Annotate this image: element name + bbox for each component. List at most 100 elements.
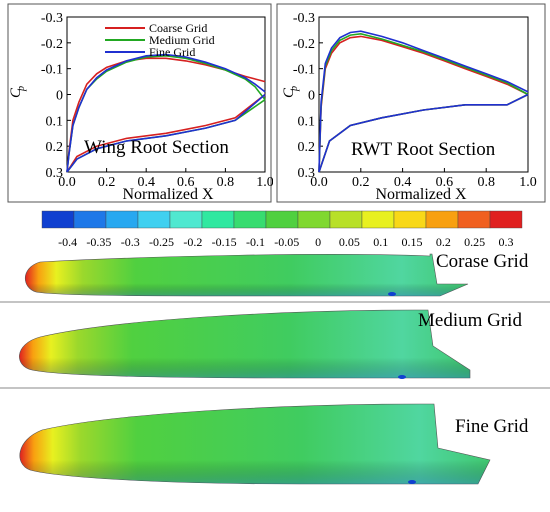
chart-series-group <box>318 30 529 173</box>
colorbar-tick-label: -0.35 <box>86 235 111 249</box>
colorbar-cell <box>73 210 107 229</box>
colorbar-tick-label: -0.05 <box>274 235 299 249</box>
series-line-medium-grid-upper <box>318 32 529 173</box>
wing-junction-spot <box>388 292 396 296</box>
colorbar-tick-labels: -0.4 -0.35 -0.3 -0.25 -0.2 -0.15 -0.1 -0.05 0 0.0… <box>58 235 513 249</box>
x-axis-label: Normalized X <box>122 186 214 203</box>
y-tick-label: -0.2 <box>293 37 315 52</box>
chart-tick-labels: 0.0 0.2 0.4 0.6 0.8 1.0 -0.3 -0.2 -0.1 0 0.1 0.2 0.3 <box>41 11 273 190</box>
x-tick-label: 0.0 <box>310 175 328 190</box>
series-line-fine-grid-lower <box>66 93 266 173</box>
chart-annotation: Wing Root Section <box>84 137 229 158</box>
colorbar-tick-label: -0.1 <box>246 235 265 249</box>
colorbar-cell <box>233 210 267 229</box>
chart-series-group <box>66 53 266 173</box>
colorbar-tick-label: -0.15 <box>212 235 237 249</box>
y-tick-label: -0.3 <box>293 11 315 26</box>
x-tick-label: 0.2 <box>98 175 116 190</box>
colorbar-tick-label: 0.3 <box>499 235 514 249</box>
chart-wing-root-section: 0.0 0.2 0.4 0.6 0.8 1.0 -0.3 -0.2 -0.1 0 0.1 0.2 0.3… <box>7 3 273 203</box>
legend-label: Fine Grid <box>149 45 195 59</box>
legend-label: Medium Grid <box>149 33 215 47</box>
colorbar-tick-label: 0.1 <box>373 235 388 249</box>
series-line-fine-grid-upper <box>318 30 529 173</box>
y-axis-label-sub: p <box>289 86 300 92</box>
wing-panel-fine: Fine Grid <box>19 403 529 485</box>
wing-panel-medium: Medium Grid <box>19 309 522 379</box>
y-tick-label: 0 <box>56 89 63 104</box>
x-tick-label: 0.8 <box>477 175 495 190</box>
colorbar-cell <box>361 210 395 229</box>
y-axis-label: C p <box>281 86 300 98</box>
wing-contour-panels: Corase Grid Medium Grid Fine Grid <box>0 252 550 485</box>
chart-frame <box>276 3 546 203</box>
y-tick-label: 0 <box>308 89 315 104</box>
y-tick-label: 0.1 <box>46 114 64 129</box>
colorbar-cell <box>201 210 235 229</box>
colorbar-cell <box>329 210 363 229</box>
colorbar-tick-label: 0.2 <box>436 235 451 249</box>
x-tick-label: 0.4 <box>137 175 155 190</box>
series-line-coarse-grid-lower <box>318 93 529 173</box>
x-tick-label: 0.6 <box>177 175 195 190</box>
colorbar-tick-label: 0 <box>315 235 321 249</box>
series-line-fine-grid-upper <box>66 53 266 173</box>
colorbar-cells <box>41 210 523 229</box>
colorbar-cell <box>457 210 491 229</box>
wing-shading <box>25 254 468 296</box>
x-tick-label: 1.0 <box>256 175 273 190</box>
chart-rwt-root-section: 0.0 0.2 0.4 0.6 0.8 1.0 -0.3 -0.2 -0.1 0 0.1 0.2 0.3… <box>276 3 546 203</box>
x-tick-label: 0.8 <box>217 175 235 190</box>
x-tick-label: 0.2 <box>352 175 370 190</box>
colorbar-cell <box>425 210 459 229</box>
colorbar-cell <box>297 210 331 229</box>
colorbar-cell <box>105 210 139 229</box>
colorbar-cell <box>169 210 203 229</box>
y-tick-label: -0.1 <box>293 63 315 78</box>
wing-panel-label: Fine Grid <box>455 416 529 437</box>
chart-frame <box>7 3 272 203</box>
colorbar-tick-label: -0.2 <box>183 235 202 249</box>
legend-label: Coarse Grid <box>149 21 207 35</box>
colorbar-tick-label: -0.4 <box>58 235 77 249</box>
x-tick-label: 1.0 <box>519 175 537 190</box>
colorbar-cell <box>393 210 427 229</box>
y-tick-label: 0.1 <box>298 114 316 129</box>
colorbar-cell <box>41 210 75 229</box>
y-tick-label: 0.2 <box>298 140 316 155</box>
y-axis-label: C p <box>8 86 27 98</box>
y-tick-label: -0.3 <box>41 11 63 26</box>
y-axis-label-sub: p <box>16 86 27 92</box>
colorbar-cell <box>489 210 523 229</box>
pressure-colorbar: -0.4 -0.35 -0.3 -0.25 -0.2 -0.15 -0.1 -0.05 0 0.0… <box>41 210 523 249</box>
y-tick-label: 0.3 <box>298 166 316 181</box>
x-tick-label: 0.0 <box>58 175 76 190</box>
colorbar-tick-label: 0.05 <box>339 235 360 249</box>
y-tick-label: -0.2 <box>41 37 63 52</box>
x-tick-label: 0.6 <box>436 175 454 190</box>
wing-shading <box>19 404 491 484</box>
chart-annotation: RWT Root Section <box>351 139 496 160</box>
y-tick-label: -0.1 <box>41 63 63 78</box>
chart-tick-labels: 0.0 0.2 0.4 0.6 0.8 1.0 -0.3 -0.2 -0.1 0 0.1 0.2 0.3 <box>293 11 537 190</box>
colorbar-tick-label: 0.15 <box>402 235 423 249</box>
colorbar-tick-label: -0.25 <box>149 235 174 249</box>
y-tick-label: 0.3 <box>46 166 64 181</box>
wing-junction-spot <box>398 375 406 379</box>
series-line-medium-grid-lower <box>318 93 529 173</box>
y-axis-label-main: C <box>8 87 24 98</box>
colorbar-tick-label: -0.3 <box>121 235 140 249</box>
y-axis-label-main: C <box>281 87 297 98</box>
wing-panel-label: Corase Grid <box>436 252 529 272</box>
x-axis-label: Normalized X <box>375 186 467 203</box>
wing-junction-spot <box>408 480 416 484</box>
y-tick-label: 0.2 <box>46 140 64 155</box>
colorbar-cell <box>137 210 171 229</box>
colorbar-tick-label: 0.25 <box>464 235 485 249</box>
series-line-coarse-grid-upper <box>318 35 529 173</box>
wing-panel-label: Medium Grid <box>418 310 522 331</box>
x-tick-label: 0.4 <box>394 175 412 190</box>
wing-shading <box>19 310 470 378</box>
series-line-coarse-grid-lower <box>66 93 266 173</box>
